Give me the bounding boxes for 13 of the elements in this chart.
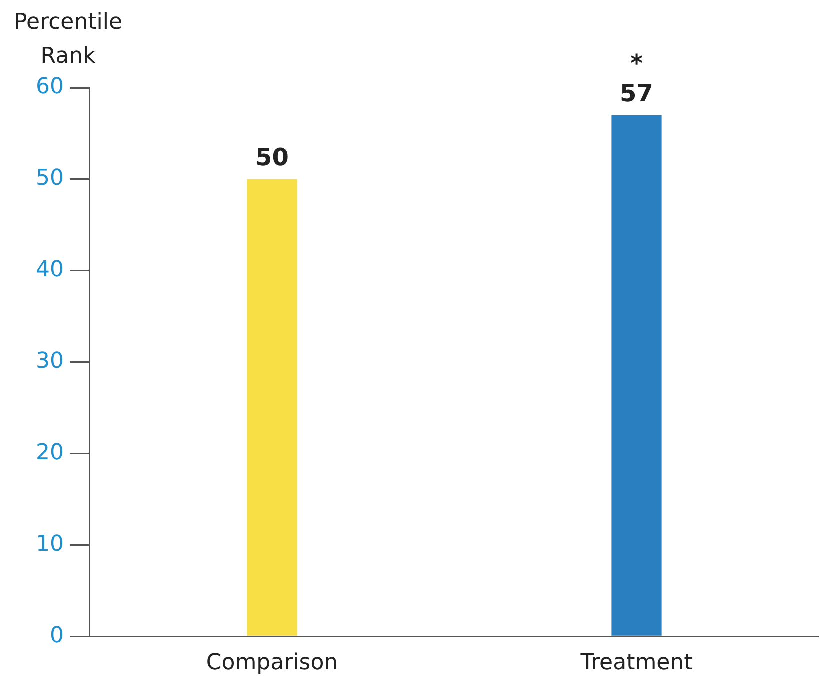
y-tick-label: 50 [36, 166, 64, 192]
data-label: 57 [620, 80, 654, 108]
y-tick-label: 40 [36, 258, 64, 283]
x-tick-label: Treatment [580, 650, 694, 676]
annotation: * [630, 50, 644, 78]
data-label: 50 [256, 144, 289, 172]
y-tick-label: 10 [36, 532, 64, 557]
y-tick-label: 20 [36, 440, 64, 466]
y-axis-title: Percentile Rank [14, 9, 123, 71]
x-tick-label: Comparison [206, 650, 338, 676]
y-tick-label: 60 [36, 74, 64, 100]
y-tick-label: 30 [36, 349, 64, 374]
y-tick-label: 0 [50, 623, 64, 648]
